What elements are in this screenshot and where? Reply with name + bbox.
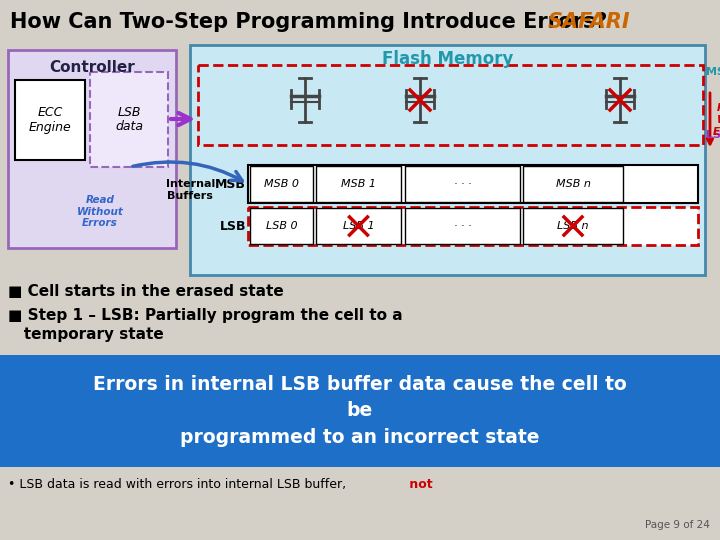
- Text: not: not: [405, 478, 433, 491]
- FancyArrowPatch shape: [132, 162, 242, 181]
- Bar: [250, 166, 313, 202]
- Bar: [523, 166, 623, 202]
- Bar: [248, 207, 698, 245]
- Text: · · ·: · · ·: [454, 221, 472, 231]
- Text: MSB 0: MSB 0: [264, 179, 299, 189]
- Text: MSB n: MSB n: [556, 179, 590, 189]
- Text: MSB 1: MSB 1: [341, 179, 376, 189]
- Bar: [190, 45, 705, 275]
- Bar: [0, 355, 720, 467]
- Bar: [405, 208, 520, 244]
- Bar: [8, 50, 176, 248]
- Text: Flash Memory: Flash Memory: [382, 50, 513, 68]
- Text: LSB: LSB: [706, 130, 720, 140]
- Text: Page 9 of 24: Page 9 of 24: [645, 520, 710, 530]
- Text: Controller: Controller: [49, 60, 135, 75]
- Text: · · ·: · · ·: [454, 179, 472, 189]
- Text: ■ Step 1 – LSB: Partially program the cell to a
   temporary state: ■ Step 1 – LSB: Partially program the ce…: [8, 308, 402, 342]
- Text: Read
Without
Errors: Read Without Errors: [76, 195, 123, 228]
- Bar: [250, 208, 313, 244]
- Bar: [198, 65, 703, 145]
- Bar: [405, 166, 520, 202]
- Bar: [15, 80, 85, 160]
- Text: • LSB data is read with errors into internal LSB buffer,: • LSB data is read with errors into inte…: [8, 478, 346, 491]
- Bar: [523, 208, 623, 244]
- Text: LSB 1: LSB 1: [343, 221, 374, 231]
- Text: LSB n: LSB n: [557, 221, 589, 231]
- Text: Read
With
Errors: Read With Errors: [713, 103, 720, 137]
- Bar: [316, 208, 401, 244]
- Text: LSB 0: LSB 0: [266, 221, 297, 231]
- Text: How Can Two-Step Programming Introduce Errors?: How Can Two-Step Programming Introduce E…: [10, 12, 608, 32]
- FancyArrowPatch shape: [171, 113, 191, 125]
- Text: SAFARI: SAFARI: [548, 12, 631, 32]
- Bar: [90, 72, 168, 167]
- Text: Internal
Buffers: Internal Buffers: [166, 179, 215, 201]
- Bar: [248, 165, 698, 203]
- Text: LSB: LSB: [220, 219, 246, 233]
- Text: ■ Cell starts in the erased state: ■ Cell starts in the erased state: [8, 284, 284, 299]
- Text: ECC
Engine: ECC Engine: [29, 106, 71, 134]
- Text: Errors in internal LSB buffer data cause the cell to
be
programmed to an incorre: Errors in internal LSB buffer data cause…: [93, 375, 627, 447]
- Text: MSB: MSB: [706, 67, 720, 77]
- Text: LSB
data: LSB data: [115, 105, 143, 133]
- Text: MSB: MSB: [215, 178, 246, 191]
- Bar: [316, 166, 401, 202]
